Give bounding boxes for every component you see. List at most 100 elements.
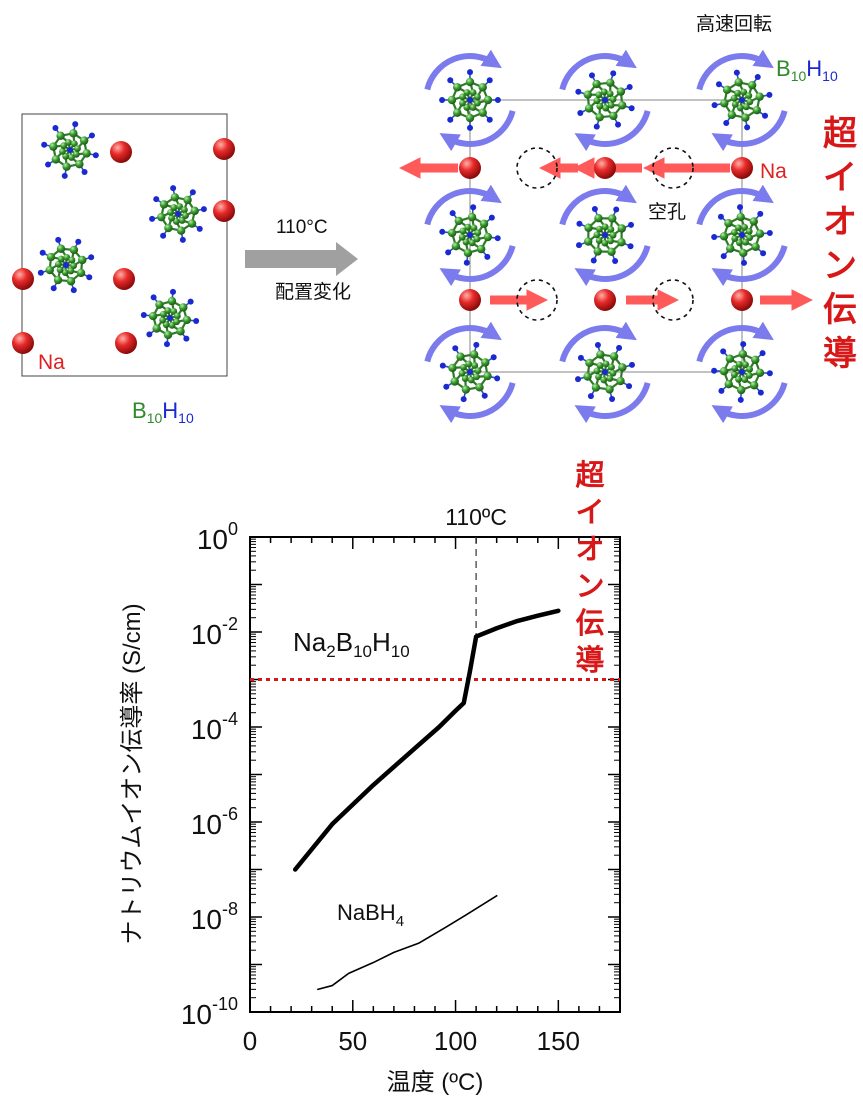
boron-atom xyxy=(82,149,90,157)
boron-atom xyxy=(600,377,607,384)
transition-temperature: 110°C xyxy=(276,217,328,238)
sodium-atom xyxy=(459,157,481,179)
boron-atom xyxy=(481,358,489,366)
hydrogen-atom xyxy=(71,287,77,293)
boron-atom xyxy=(191,207,199,215)
hydrogen-atom xyxy=(62,173,68,179)
boron-atom xyxy=(595,113,603,121)
boron-atom xyxy=(62,162,70,170)
hydrogen-atom xyxy=(467,69,473,75)
boron-atom xyxy=(607,237,614,244)
right-b-subscript: 10 xyxy=(791,68,807,84)
boron-atom xyxy=(466,78,474,86)
left-b-symbol: B xyxy=(132,398,147,423)
boron-atom xyxy=(474,236,481,243)
boron-atom xyxy=(610,352,618,360)
right-cluster-1 xyxy=(439,69,501,131)
boron-atom xyxy=(618,363,626,371)
sodium-atom xyxy=(731,157,753,179)
sodium-atom xyxy=(110,141,132,163)
boron-atom xyxy=(80,136,88,144)
boron-atom xyxy=(475,367,482,374)
boron-atom xyxy=(468,377,475,384)
plot-frame xyxy=(250,537,620,1012)
hydrogen-atom xyxy=(494,375,500,381)
series-label-na2b10h10: Na2B10H10 xyxy=(293,627,410,661)
boron-atom xyxy=(607,226,614,233)
hydrogen-atom xyxy=(575,89,581,95)
superionic-chart-char-1: 超 xyxy=(575,459,605,492)
boron-atom xyxy=(470,104,477,111)
center-marker xyxy=(67,147,73,153)
boron-atom xyxy=(736,361,743,368)
boron-atom xyxy=(59,148,66,155)
boron-atom xyxy=(168,215,175,222)
boron-atom xyxy=(728,111,736,119)
boron-atom xyxy=(724,219,732,227)
series-label-na2b10h10-sub-10b: 10 xyxy=(391,642,410,661)
boron-atom xyxy=(594,97,601,104)
superionic-chart-char-6: 導 xyxy=(575,644,604,677)
boron-atom xyxy=(584,224,592,232)
boron-atom xyxy=(149,312,157,320)
boron-atom xyxy=(750,217,758,225)
hydrogen-atom xyxy=(720,348,726,354)
hydrogen-atom xyxy=(760,250,766,256)
hydrogen-atom xyxy=(711,368,717,374)
hydrogen-atom xyxy=(188,299,194,305)
superionic-top-char-3: オ xyxy=(823,203,857,241)
boron-atom xyxy=(594,214,602,222)
series-label-na2b10h10-sub-10a: 10 xyxy=(353,642,372,661)
boron-atom xyxy=(617,238,625,246)
right-b-symbol: B xyxy=(776,56,791,81)
hydrogen-atom xyxy=(755,74,761,80)
boron-atom xyxy=(583,372,591,380)
boron-atom xyxy=(451,377,459,385)
transition-marker-label: 110ºC xyxy=(445,504,507,530)
hydrogen-atom xyxy=(744,124,750,130)
left-cluster-2 xyxy=(149,185,207,243)
boron-atom xyxy=(605,385,613,393)
boron-atom xyxy=(176,327,184,335)
hydrogen-atom xyxy=(711,234,717,240)
y-tick-label: 10-8 xyxy=(191,899,238,935)
hydrogen-atom xyxy=(575,376,581,382)
boron-atom xyxy=(741,376,748,383)
boron-atom xyxy=(756,369,764,377)
hydrogen-atom xyxy=(718,214,724,220)
boron-atom xyxy=(70,246,78,254)
hydrogen-atom xyxy=(447,77,453,83)
vacancy-circle xyxy=(517,148,557,188)
left-sodium-group xyxy=(12,138,235,354)
series-label-na2b10h10-b: B xyxy=(336,627,353,657)
boron-atom xyxy=(474,229,481,236)
boron-atom xyxy=(448,96,456,104)
hydrogen-atom xyxy=(591,258,597,264)
boron-atom xyxy=(726,355,734,363)
boron-atom xyxy=(75,160,83,168)
boron-atom xyxy=(47,253,55,261)
hydrogen-atom xyxy=(72,121,78,127)
boron-atom xyxy=(720,99,728,107)
hydrogen-atom xyxy=(170,289,176,295)
boron-atom xyxy=(68,154,75,161)
boron-atom xyxy=(164,331,172,339)
hydrogen-atom xyxy=(716,81,722,87)
hydrogen-atom xyxy=(484,254,490,260)
hydrogen-atom xyxy=(487,77,493,83)
boron-atom xyxy=(459,370,466,377)
right-cluster-5 xyxy=(576,206,634,264)
hydrogen-atom xyxy=(766,92,772,98)
hydrogen-atom xyxy=(443,384,449,390)
boron-atom xyxy=(164,224,172,232)
boron-atom xyxy=(735,376,742,383)
hydrogen-atom xyxy=(51,285,57,291)
left-h-symbol: H xyxy=(162,398,178,423)
boron-atom xyxy=(464,89,471,96)
series-label-nabh4-main: NaBH xyxy=(337,900,396,925)
hydrogen-atom xyxy=(450,210,456,216)
transition-group: 110°C 配置変化 xyxy=(245,217,358,303)
boron-atom xyxy=(616,377,624,385)
